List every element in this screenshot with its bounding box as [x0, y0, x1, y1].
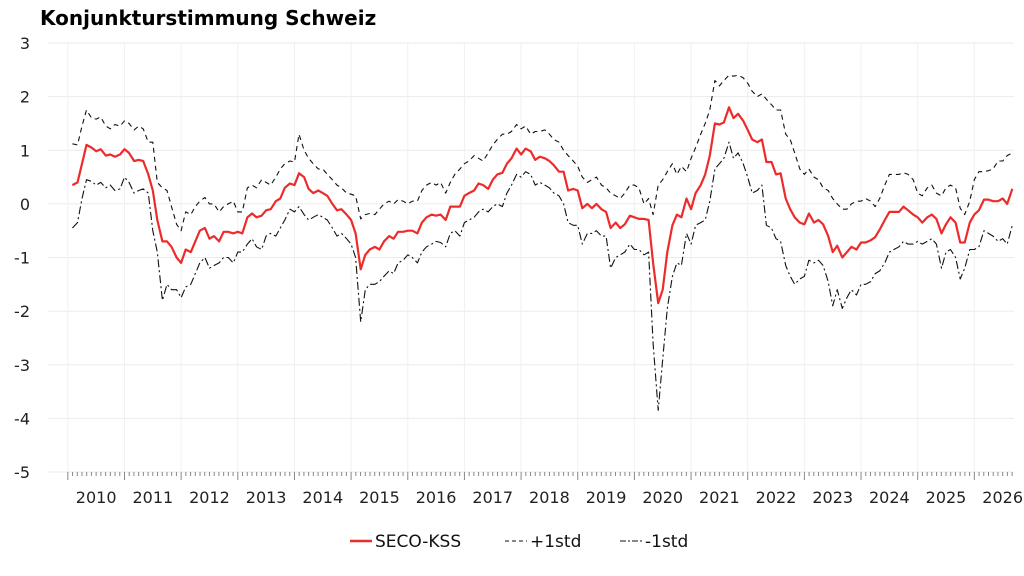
x-tick-label: 2013	[246, 488, 287, 507]
x-tick-label: 2010	[76, 488, 117, 507]
series-lines	[71, 74, 1014, 411]
chart-title: Konjunkturstimmung Schweiz	[40, 6, 377, 30]
x-tick-label: 2024	[869, 488, 910, 507]
x-tick-label: 2025	[926, 488, 967, 507]
x-tick-label: 2011	[132, 488, 173, 507]
x-tick-label: 2018	[529, 488, 570, 507]
x-tick-label: 2023	[812, 488, 853, 507]
x-tick-label: 2021	[699, 488, 740, 507]
y-tick-label: -4	[14, 409, 30, 428]
grid-lines	[48, 42, 1014, 473]
legend: SECO-KSS +1std -1std	[350, 532, 688, 552]
x-tick-label: 2016	[416, 488, 457, 507]
y-tick-label: -5	[14, 463, 30, 482]
legend-label: +1std	[530, 532, 581, 552]
y-tick-label: 2	[20, 88, 30, 107]
legend-label: SECO-KSS	[375, 532, 461, 552]
x-tick-label: 2012	[189, 488, 230, 507]
x-tick-label: 2019	[586, 488, 627, 507]
series-line--1std	[72, 141, 1013, 411]
series-line-seco-kss	[71, 106, 1014, 305]
x-tick-label: 2017	[472, 488, 513, 507]
y-tick-label: -2	[14, 302, 30, 321]
y-tick-label: 1	[20, 141, 30, 160]
x-tick-label: 2014	[302, 488, 343, 507]
y-tick-label: -1	[14, 249, 30, 268]
x-tick-label: 2015	[359, 488, 400, 507]
x-tick-label: 2020	[642, 488, 683, 507]
x-tick-label: 2022	[756, 488, 797, 507]
y-tick-label: -3	[14, 356, 30, 375]
series-line--1std	[72, 74, 1013, 232]
axes: 3 2 1 0 -1 -2 -3 -4 -5 2010 2011 2012 2013 2014 2015 20…	[14, 34, 1023, 507]
legend-label: -1std	[645, 532, 688, 552]
y-tick-label: 0	[20, 195, 30, 214]
x-tick-label: 2026	[982, 488, 1023, 507]
y-tick-label: 3	[20, 34, 30, 53]
